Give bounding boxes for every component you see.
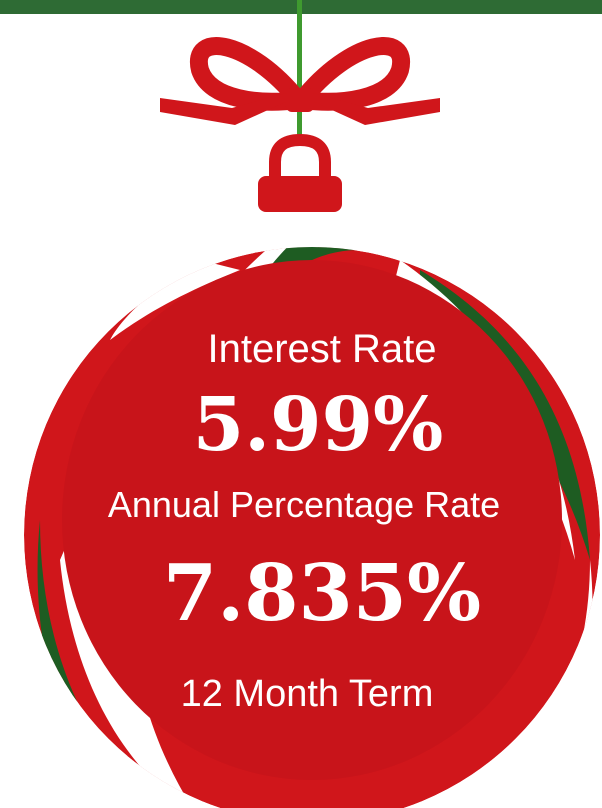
interest-rate-value: 5.99%: [193, 382, 444, 468]
cap: [258, 133, 342, 212]
interest-rate-label: Interest Rate: [207, 327, 436, 371]
term: 12 Month Term: [181, 673, 434, 715]
apr-label: Annual Percentage Rate: [108, 484, 500, 525]
string: [297, 0, 302, 145]
ornament-ball: [24, 247, 600, 808]
bow: [160, 37, 440, 125]
apr-value: 7.835%: [163, 548, 481, 639]
